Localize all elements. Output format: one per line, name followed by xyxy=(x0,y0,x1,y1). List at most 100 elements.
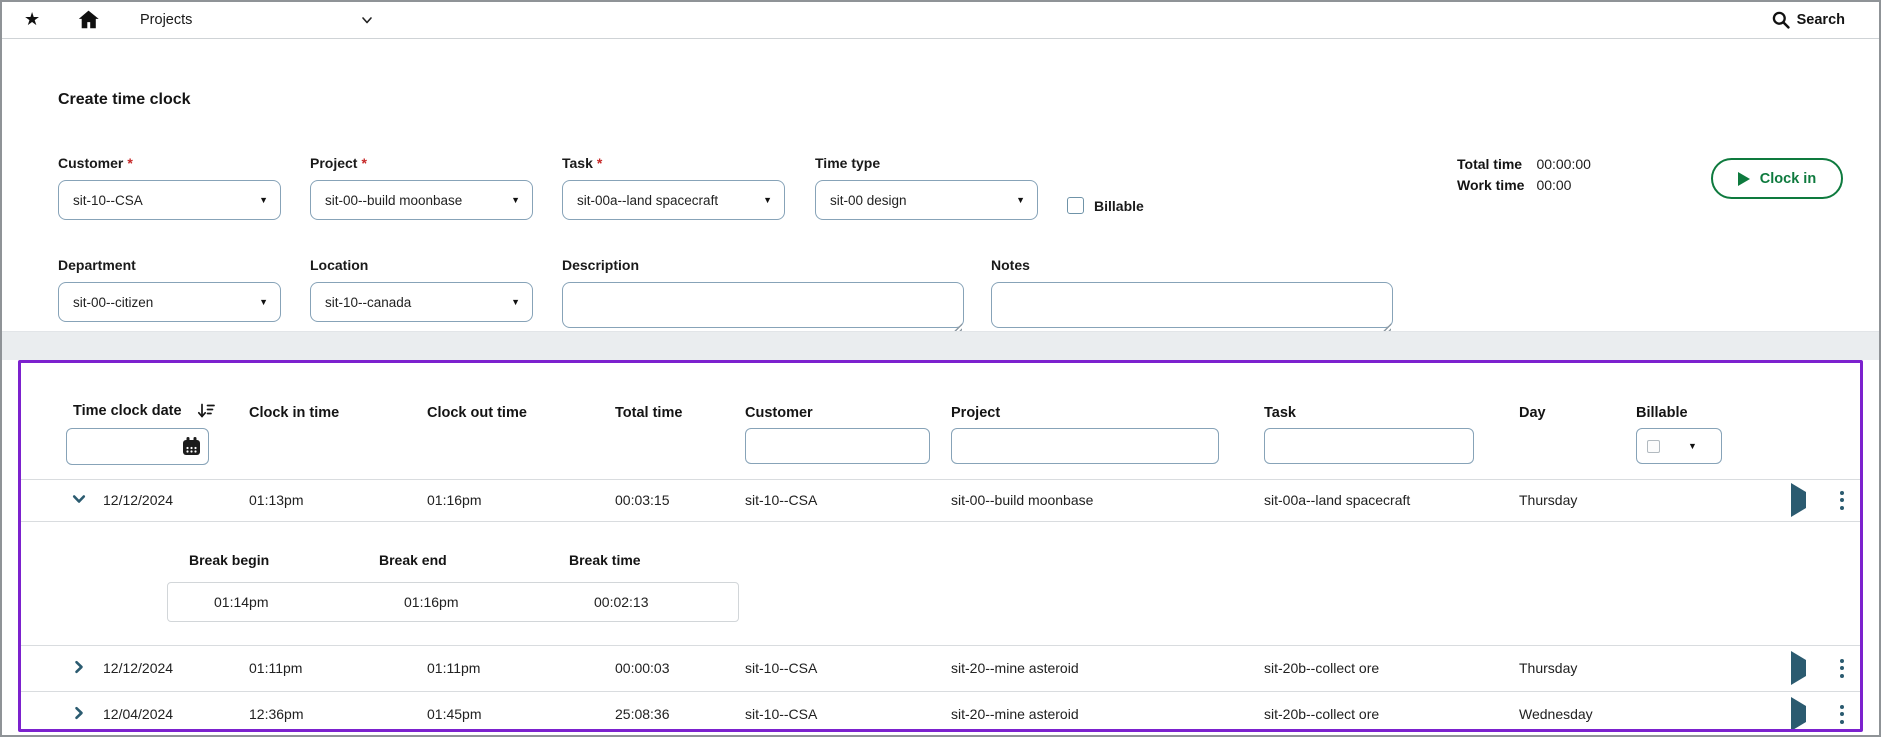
time-type-select[interactable]: sit-00 design ▼ xyxy=(815,180,1038,220)
break-sub-table: Break begin Break end Break time 01:14pm… xyxy=(167,552,739,622)
break-details-row: Break begin Break end Break time 01:14pm… xyxy=(21,520,1860,645)
project-filter-input[interactable] xyxy=(951,428,1219,464)
time-type-field-group: Time type sit-00 design ▼ xyxy=(815,155,1038,220)
department-field-group: Department sit-00--citizen ▼ xyxy=(58,257,281,322)
favorite-star-icon[interactable]: ★ xyxy=(24,9,41,29)
cell-project: sit-20--mine asteroid xyxy=(951,690,1264,729)
expand-row-chevron-right-icon[interactable] xyxy=(71,659,87,675)
play-row-icon[interactable] xyxy=(1791,651,1806,685)
row-menu-kebab-icon[interactable] xyxy=(1835,704,1849,724)
cell-task: sit-20b--collect ore xyxy=(1264,690,1519,729)
col-header-billable: Billable xyxy=(1636,405,1688,421)
cell-billable xyxy=(1636,690,1779,729)
table-header-row: Time clock date Clock in time Clock out … xyxy=(21,363,1860,425)
task-field-group: Task * sit-00a--land spacecraft ▼ xyxy=(562,155,785,220)
clock-in-button[interactable]: Clock in xyxy=(1711,158,1843,199)
cell-project: sit-00--build moonbase xyxy=(951,478,1264,521)
break-time-value: 00:02:13 xyxy=(594,593,649,610)
search-button[interactable]: Search xyxy=(1772,2,1845,38)
billable-filter-select[interactable]: ▼ xyxy=(1636,428,1722,464)
project-select[interactable]: sit-00--build moonbase ▼ xyxy=(310,180,533,220)
location-select[interactable]: sit-10--canada ▼ xyxy=(310,282,533,322)
search-label: Search xyxy=(1796,12,1845,28)
task-select[interactable]: sit-00a--land spacecraft ▼ xyxy=(562,180,785,220)
break-begin-header: Break begin xyxy=(189,551,270,568)
time-totals: Total time 00:00:00 Work time 00:00 xyxy=(1457,156,1591,193)
total-time-label: Total time xyxy=(1457,156,1523,172)
chevron-down-icon: ▼ xyxy=(1688,440,1697,451)
task-label: Task xyxy=(562,155,593,171)
description-textarea[interactable] xyxy=(562,282,964,328)
table-filter-row: ▼ xyxy=(21,425,1860,479)
description-field-group: Description xyxy=(562,257,964,333)
break-begin-value: 01:14pm xyxy=(214,593,269,610)
billable-label: Billable xyxy=(1094,197,1144,214)
search-icon xyxy=(1772,11,1790,29)
projects-menu[interactable]: Projects xyxy=(140,2,192,38)
checkbox-placeholder-icon xyxy=(1647,439,1660,453)
billable-checkbox-group[interactable]: Billable xyxy=(1067,197,1144,214)
col-header-customer: Customer xyxy=(745,405,813,421)
cell-clock-out: 01:45pm xyxy=(427,690,615,729)
collapse-row-chevron-down-icon[interactable] xyxy=(71,491,87,507)
required-marker: * xyxy=(127,155,133,171)
table-row: 12/12/2024 01:13pm 01:16pm 00:03:15 sit-… xyxy=(21,478,1860,521)
break-header-row: Break begin Break end Break time xyxy=(167,552,739,582)
cell-project: sit-20--mine asteroid xyxy=(951,644,1264,691)
customer-label: Customer xyxy=(58,155,124,171)
col-header-date: Time clock date xyxy=(73,403,182,419)
notes-label: Notes xyxy=(991,257,1030,273)
task-filter-input[interactable] xyxy=(1264,428,1474,464)
col-header-task: Task xyxy=(1264,405,1296,421)
department-select[interactable]: sit-00--citizen ▼ xyxy=(58,282,281,322)
section-divider xyxy=(2,331,1879,360)
customer-select[interactable]: sit-10--CSA ▼ xyxy=(58,180,281,220)
cell-clock-in: 12:36pm xyxy=(249,690,427,729)
chevron-down-icon: ▼ xyxy=(511,194,520,205)
play-row-icon[interactable] xyxy=(1791,483,1806,517)
play-row-icon[interactable] xyxy=(1791,697,1806,729)
cell-clock-out: 01:11pm xyxy=(427,644,615,691)
clock-in-label: Clock in xyxy=(1759,170,1817,187)
chevron-down-icon: ▼ xyxy=(259,296,268,307)
cell-customer: sit-10--CSA xyxy=(745,478,951,521)
home-icon[interactable] xyxy=(78,10,99,29)
break-time-header: Break time xyxy=(569,551,641,568)
project-select-value: sit-00--build moonbase xyxy=(325,192,463,208)
cell-date: 12/12/2024 xyxy=(91,478,249,521)
sort-descending-icon[interactable] xyxy=(196,401,216,421)
cell-clock-in: 01:11pm xyxy=(249,644,427,691)
play-icon xyxy=(1737,171,1750,186)
row-menu-kebab-icon[interactable] xyxy=(1835,658,1849,678)
work-time-label: Work time xyxy=(1457,177,1525,193)
cell-task: sit-00a--land spacecraft xyxy=(1264,478,1519,521)
chevron-down-icon: ▼ xyxy=(763,194,772,205)
work-time-value: 00:00 xyxy=(1536,177,1572,193)
break-end-header: Break end xyxy=(379,551,447,568)
customer-filter-input[interactable] xyxy=(745,428,930,464)
notes-textarea[interactable] xyxy=(991,282,1393,328)
cell-date: 12/04/2024 xyxy=(91,690,249,729)
col-header-clock-out: Clock out time xyxy=(427,405,527,421)
time-type-select-value: sit-00 design xyxy=(830,192,907,208)
cell-day: Thursday xyxy=(1519,478,1636,521)
customer-field-group: Customer * sit-10--CSA ▼ xyxy=(58,155,281,220)
project-label: Project xyxy=(310,155,358,171)
chevron-down-icon[interactable] xyxy=(360,13,374,27)
project-field-group: Project * sit-00--build moonbase ▼ xyxy=(310,155,533,220)
cell-day: Wednesday xyxy=(1519,690,1636,729)
total-time-value: 00:00:00 xyxy=(1536,156,1591,172)
cell-clock-in: 01:13pm xyxy=(249,478,427,521)
col-header-day: Day xyxy=(1519,405,1546,421)
chevron-down-icon: ▼ xyxy=(511,296,520,307)
row-menu-kebab-icon[interactable] xyxy=(1835,490,1849,510)
cell-task: sit-20b--collect ore xyxy=(1264,644,1519,691)
location-select-value: sit-10--canada xyxy=(325,294,412,310)
expand-row-chevron-right-icon[interactable] xyxy=(71,705,87,721)
cell-billable xyxy=(1636,478,1779,521)
col-header-total: Total time xyxy=(615,405,683,421)
billable-checkbox[interactable] xyxy=(1067,197,1084,214)
calendar-icon[interactable] xyxy=(181,436,202,457)
cell-billable xyxy=(1636,644,1779,691)
